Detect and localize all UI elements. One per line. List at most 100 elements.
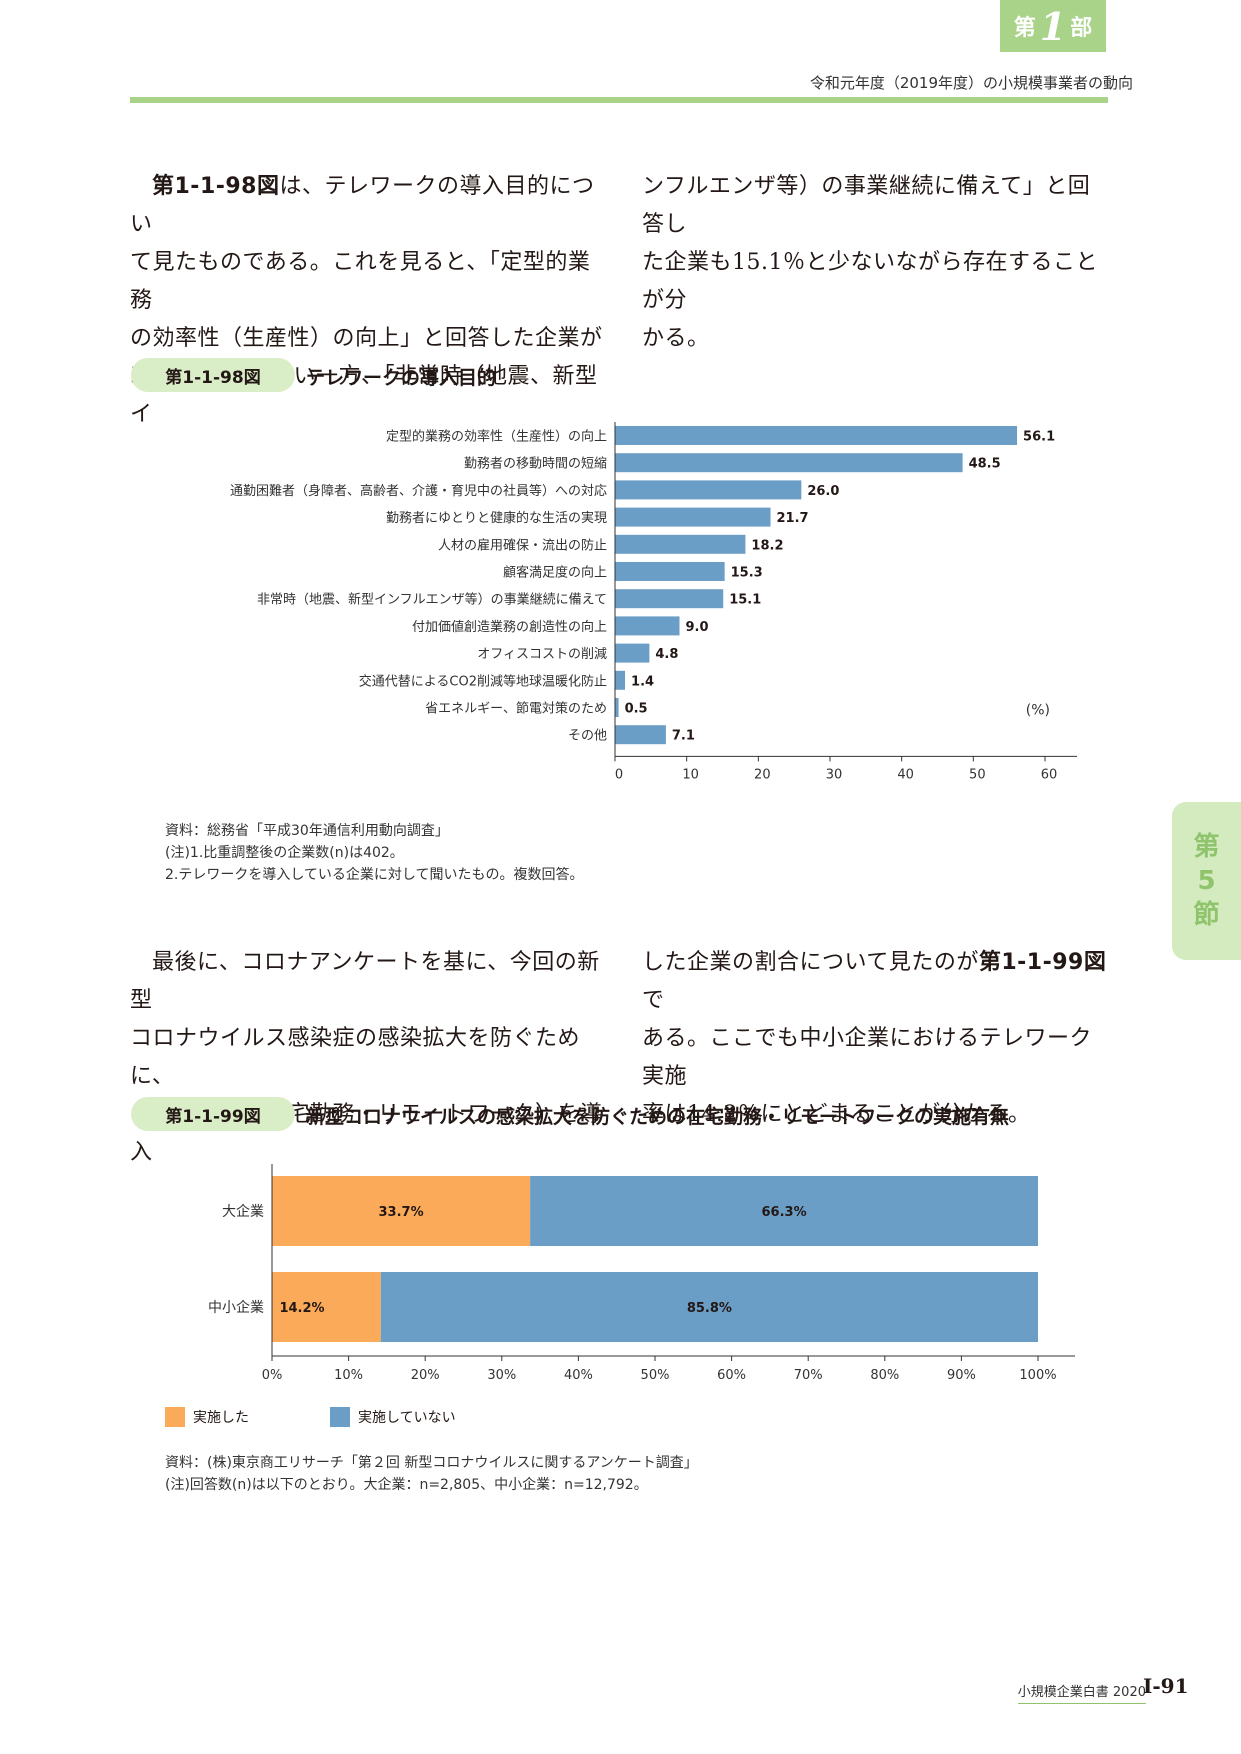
x-tick-label: 100% (1019, 1368, 1056, 1383)
x-tick-label: 60 (1041, 767, 1058, 782)
data-label: 66.3% (762, 1205, 807, 1220)
bar (615, 725, 666, 745)
data-label: 21.7 (777, 511, 809, 526)
bar (615, 670, 626, 690)
text-line: コロナウイルス感染症の感染拡大を防ぐために、 (130, 1026, 581, 1089)
part-tab-number: 1 (1039, 3, 1067, 49)
text-line: ある。ここでも中小企業におけるテレワーク実施 (642, 1026, 1093, 1089)
data-label: 56.1 (1023, 430, 1055, 445)
data-label: 26.0 (807, 484, 839, 499)
x-tick-label: 50% (641, 1368, 670, 1383)
bar (615, 616, 680, 636)
note-line: (注)回答数(n)は以下のとおり。大企業：n=2,805、中小企業：n=12,7… (165, 1477, 648, 1493)
x-tick-label: 80% (870, 1368, 899, 1383)
category-label: 勤務者の移動時間の短縮 (464, 456, 607, 472)
category-label: 省エネルギー、節電対策のため (425, 701, 607, 717)
data-label: 0.5 (625, 702, 648, 717)
data-label: 9.0 (686, 620, 709, 635)
x-tick-label: 0 (615, 767, 623, 782)
side-tab-char: 5 (1197, 866, 1216, 896)
text-line: 最後に、コロナアンケートを基に、今回の新型 (130, 950, 600, 1013)
figure-99-title: 新型コロナウイルスの感染拡大を防ぐための在宅勤務・リモートワークの実施有無 (306, 1106, 1010, 1128)
category-label: 付加価値創造業務の創造性の向上 (412, 619, 607, 635)
data-label: 1.4 (631, 674, 654, 689)
bar (615, 589, 724, 609)
side-tab-char: 第 (1193, 832, 1220, 862)
data-label: 4.8 (655, 647, 678, 662)
figure-99-chart: 大企業 33.7% 66.3% 中小企業 14.2% 85.8% 0% 10% 20% 30% 40… (208, 1164, 1075, 1383)
figure-98-title: テレワークの導入目的 (306, 367, 497, 389)
legend-item-not-implemented: 実施していない (330, 1407, 456, 1427)
x-tick-label: 50 (969, 767, 986, 782)
category-label: その他 (568, 729, 607, 744)
category-label: 定型的業務の効率性（生産性）の向上 (386, 429, 607, 445)
text-line: は、テレワークの導入目的につい (130, 174, 595, 237)
bar-segment (272, 1272, 381, 1342)
category-label: 交通代替によるCO2削減等地球温暖化防止 (359, 673, 607, 689)
legend-label: 実施していない (358, 1410, 456, 1426)
bar (615, 426, 1018, 445)
figure-ref-99: 第1-1-99図 (978, 950, 1107, 975)
bar (615, 480, 802, 500)
page-number: Ⅰ-91 (1143, 1674, 1189, 1698)
data-label: 15.1 (729, 593, 761, 608)
note-line: (注)1.比重調整後の企業数(n)は402。 (165, 845, 404, 861)
x-tick-label: 90% (947, 1368, 976, 1383)
bar (615, 698, 619, 717)
text-span: した企業の割合について見たのが (642, 950, 979, 975)
paragraph-2-col-1: 最後に、コロナアンケートを基に、今回の新型 コロナウイルス感染症の感染拡大を防ぐ… (130, 944, 605, 1172)
category-label: 通勤困難者（身障者、高齢者、介護・育児中の社員等）への対応 (230, 483, 607, 499)
category-label: 非常時（地震、新型インフルエンザ等）の事業継続に備えて (257, 592, 607, 608)
x-tick-label: 10 (682, 767, 699, 782)
figure-ref-98: 第1-1-98図 (152, 174, 280, 199)
paragraph-1-col-2: ンフルエンザ等）の事業継続に備えて」と回答し た企業も15.1％と少ないながら存… (642, 168, 1112, 358)
bar (615, 453, 963, 473)
text-line: の効率性（生産性）の向上」と回答した企業が (130, 326, 603, 351)
data-label: 15.3 (731, 566, 763, 581)
bar (615, 562, 725, 581)
text-line: かる。 (642, 326, 710, 351)
note-line: 2.テレワークを導入している企業に対して聞いたもの。複数回答。 (165, 867, 584, 883)
x-tick-label: 30% (487, 1368, 516, 1383)
part-tab-suffix: 部 (1070, 16, 1093, 41)
data-label: 85.8% (687, 1301, 732, 1316)
data-label: 14.2% (279, 1301, 324, 1316)
x-tick-label: 10% (334, 1368, 363, 1383)
x-tick-label: 40 (897, 767, 914, 782)
category-label: 中小企業 (208, 1299, 264, 1316)
category-label: 顧客満足度の向上 (503, 565, 607, 581)
legend-swatch-orange (165, 1407, 185, 1427)
part-tab: 第 1 部 (1000, 0, 1106, 52)
text-line: 率は14.2％にとどまることが分かる。 (642, 1102, 1031, 1127)
side-tab-char: 節 (1193, 900, 1220, 930)
source-note: 資料：総務省「平成30年通信利用動向調査」 (165, 823, 449, 839)
category-label: 人材の雇用確保・流出の防止 (438, 537, 607, 553)
x-tick-label: 40% (564, 1368, 593, 1383)
paragraph-2-col-2: した企業の割合について見たのが第1-1-99図で ある。ここでも中小企業における… (642, 944, 1112, 1134)
legend-item-implemented: 実施した (165, 1407, 249, 1427)
running-header-title: 令和元年度（2019年度）の小規模事業者の動向 (809, 74, 1133, 92)
text-span: で (642, 988, 665, 1013)
x-tick-label: 20 (754, 767, 771, 782)
section-side-tab: 第 5 節 (1172, 802, 1241, 960)
bar (615, 507, 771, 527)
x-tick-label: 60% (717, 1368, 746, 1383)
source-note: 資料：(株)東京商工リサーチ「第２回 新型コロナウイルスに関するアンケート調査」 (165, 1455, 698, 1471)
header-divider (130, 97, 1108, 103)
legend-label: 実施した (193, 1410, 249, 1426)
x-tick-label: 30 (826, 767, 843, 782)
figure-99-notes: 資料：(株)東京商工リサーチ「第２回 新型コロナウイルスに関するアンケート調査」… (165, 1452, 698, 1496)
bar-segment (272, 1176, 531, 1246)
figure-99-label: 第1-1-99図 (131, 1097, 295, 1131)
text-line: て見たものである。これを見ると、「定型的業務 (130, 250, 591, 313)
legend-swatch-blue (330, 1407, 350, 1427)
category-label: オフィスコストの削減 (477, 646, 607, 662)
paragraph-1-col-1: 第1-1-98図は、テレワークの導入目的につい て見たものである。これを見ると、… (130, 168, 605, 434)
category-label: 勤務者にゆとりと健康的な生活の実現 (386, 510, 607, 526)
data-label: 7.1 (672, 729, 695, 744)
x-tick-label: 20% (411, 1368, 440, 1383)
figure-98-chart: 定型的業務の効率性（生産性）の向上 56.1 勤務者の移動時間の短縮 48.5 通勤困難… (230, 422, 1077, 782)
part-tab-prefix: 第 (1013, 16, 1036, 41)
figure-98-label: 第1-1-98図 (131, 358, 295, 392)
text-line: た企業も15.1％と少ないながら存在することが分 (642, 250, 1098, 313)
